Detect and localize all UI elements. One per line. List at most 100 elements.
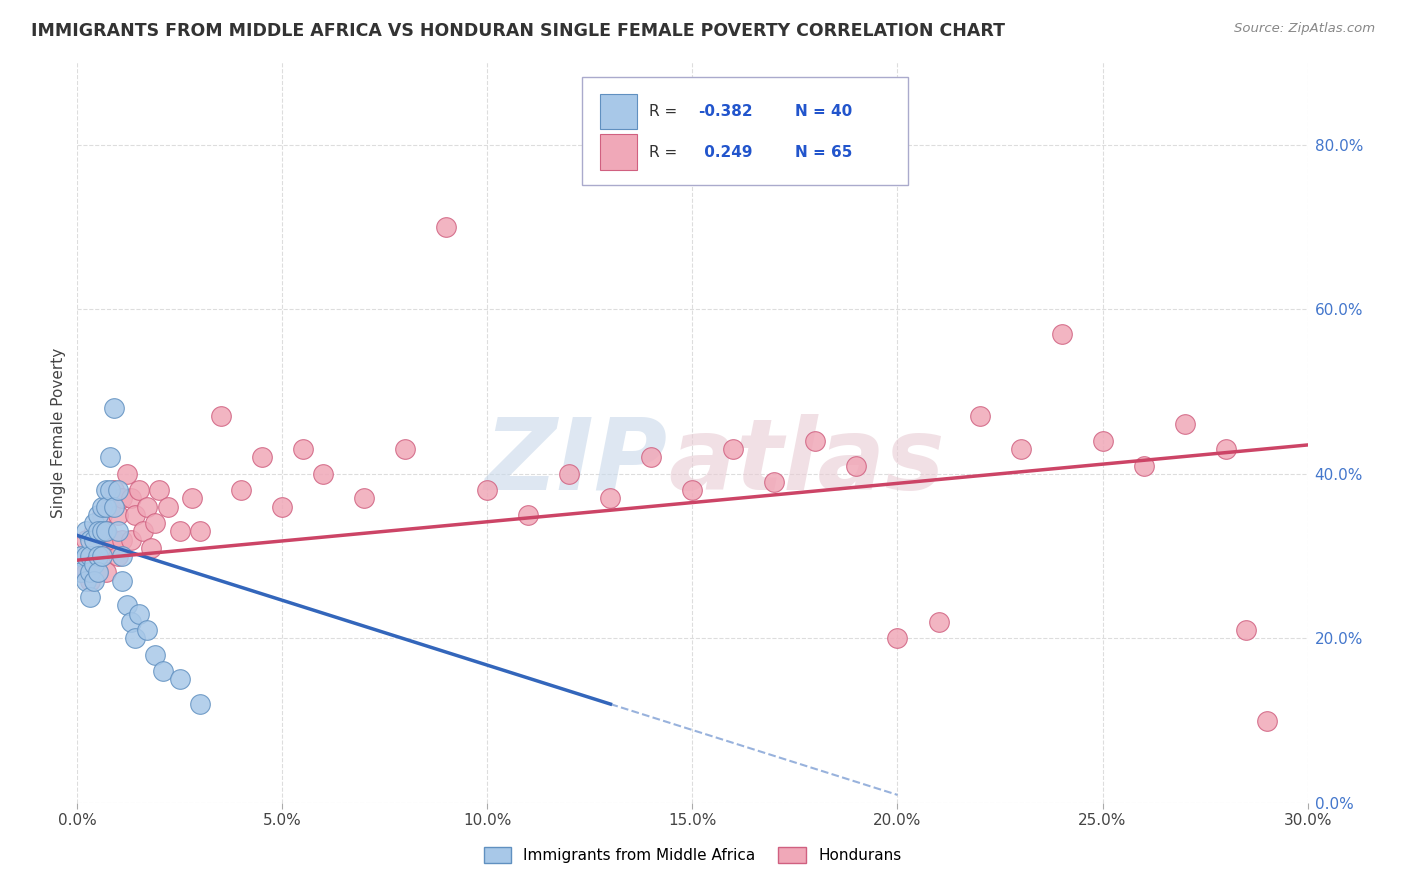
Text: N = 40: N = 40 (794, 103, 852, 119)
Point (103, 533, 125, 547)
FancyBboxPatch shape (600, 135, 637, 169)
Point (90, 508, 114, 522)
Point (75, 533, 97, 547)
Point (231, 483, 253, 498)
Point (79, 566, 101, 580)
Point (291, 442, 314, 456)
Point (271, 500, 294, 514)
Point (75, 574, 97, 588)
Point (75, 524, 97, 539)
Point (599, 491, 621, 506)
Point (103, 401, 125, 415)
Point (1132, 458, 1154, 473)
Legend: Immigrants from Middle Africa, Hondurans: Immigrants from Middle Africa, Hondurans (478, 841, 907, 869)
Text: R =: R = (650, 103, 682, 119)
Point (188, 524, 212, 539)
Point (136, 500, 159, 514)
Point (804, 434, 827, 448)
Text: Source: ZipAtlas.com: Source: ZipAtlas.com (1234, 22, 1375, 36)
Point (83, 558, 105, 572)
Text: IMMIGRANTS FROM MIDDLE AFRICA VS HONDURAN SINGLE FEMALE POVERTY CORRELATION CHAR: IMMIGRANTS FROM MIDDLE AFRICA VS HONDURA… (31, 22, 1005, 40)
Point (90, 500, 114, 514)
Point (928, 615, 950, 629)
Point (111, 549, 134, 563)
Point (94, 500, 117, 514)
Point (87, 549, 110, 563)
Point (1010, 442, 1032, 456)
Point (120, 533, 142, 547)
Text: R =: R = (650, 145, 682, 160)
Point (94, 524, 117, 539)
Point (83, 516, 105, 530)
Point (128, 607, 150, 621)
Point (115, 467, 138, 481)
FancyBboxPatch shape (600, 94, 637, 129)
Point (87, 524, 110, 539)
Point (83, 524, 105, 539)
Point (394, 442, 416, 456)
Point (79, 549, 101, 563)
Point (107, 483, 129, 498)
Point (90, 549, 114, 563)
Point (558, 467, 581, 481)
Text: atlas: atlas (668, 414, 945, 511)
Point (98, 450, 121, 465)
Point (83, 533, 105, 547)
Point (152, 664, 174, 678)
Point (436, 219, 458, 234)
Point (181, 491, 204, 506)
Point (640, 450, 662, 465)
Point (143, 648, 166, 662)
Point (70, 566, 93, 580)
Point (148, 483, 170, 498)
Point (79, 549, 101, 563)
Point (90, 524, 114, 539)
Point (124, 508, 146, 522)
Point (477, 483, 499, 498)
Text: 0.249: 0.249 (699, 145, 752, 160)
Y-axis label: Single Female Poverty: Single Female Poverty (51, 348, 66, 517)
Point (107, 508, 129, 522)
Text: N = 65: N = 65 (794, 145, 852, 160)
Point (886, 632, 908, 646)
Point (107, 524, 129, 539)
Point (115, 599, 138, 613)
Point (517, 508, 540, 522)
Point (312, 467, 335, 481)
Point (70, 566, 93, 580)
Point (98, 541, 121, 555)
Point (143, 516, 166, 530)
Point (111, 491, 134, 506)
Point (763, 475, 786, 489)
Point (75, 566, 97, 580)
Point (169, 673, 191, 687)
Point (70, 549, 93, 563)
Point (107, 549, 129, 563)
Point (845, 458, 868, 473)
Point (1174, 417, 1197, 432)
Point (141, 541, 163, 555)
Point (103, 483, 125, 498)
Point (1256, 714, 1278, 728)
Text: ZIP: ZIP (485, 414, 668, 511)
Point (87, 566, 110, 580)
Point (94, 524, 117, 539)
Point (969, 409, 991, 424)
Point (120, 491, 142, 506)
Point (1215, 442, 1237, 456)
Point (103, 500, 125, 514)
Point (169, 524, 191, 539)
Point (682, 483, 704, 498)
Point (124, 632, 146, 646)
Point (120, 615, 142, 629)
Point (87, 541, 110, 555)
Point (83, 574, 105, 588)
Point (132, 524, 155, 539)
Point (209, 409, 232, 424)
Point (353, 491, 375, 506)
Point (98, 483, 121, 498)
Point (111, 533, 134, 547)
Point (111, 574, 134, 588)
Point (136, 623, 159, 637)
Text: -0.382: -0.382 (699, 103, 754, 119)
